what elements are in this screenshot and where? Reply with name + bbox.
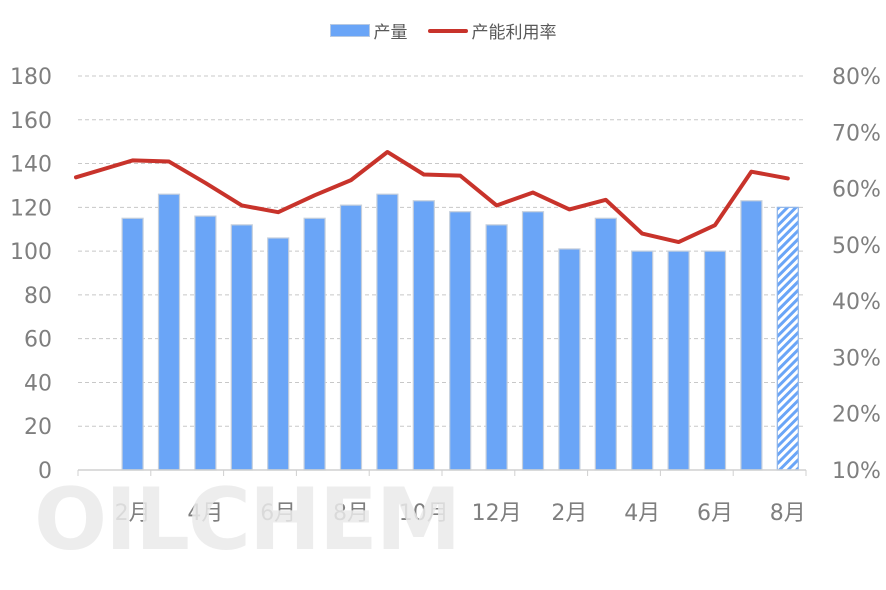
bar-production [339, 204, 363, 471]
y-right-tick-label: 60% [832, 178, 881, 203]
bar-production [230, 224, 253, 471]
y-left-tick-label: 140 [10, 153, 52, 178]
x-tick-label: 2月 [551, 501, 587, 526]
y-left-tick-label: 60 [24, 328, 52, 353]
bar-production [121, 217, 144, 471]
bar-production [485, 224, 508, 471]
legend: 产量 产能利用率 [0, 18, 886, 43]
x-tick-label: 8月 [333, 501, 369, 526]
y-right-tick-label: 10% [832, 459, 881, 484]
bar-production [303, 217, 326, 471]
legend-bar-swatch [329, 24, 370, 37]
utilization-line [74, 149, 790, 245]
bar-production [667, 250, 690, 471]
x-tick-label: 4月 [187, 501, 223, 526]
x-tick-label: 2月 [115, 501, 151, 526]
y-right-tick-label: 40% [832, 290, 881, 315]
gridlines [78, 75, 806, 427]
y-left-tick-label: 180 [10, 65, 52, 90]
bar-production [703, 250, 727, 471]
bar-production [194, 215, 217, 471]
legend-entry-utilization: 产能利用率 [427, 18, 557, 43]
bar-production [594, 217, 617, 471]
y-right-tick-label: 30% [832, 346, 881, 371]
y-left-tick-label: 80 [24, 284, 52, 309]
utilization-line-layer [74, 149, 790, 245]
bar-production [157, 193, 181, 471]
axes: 0 20 40 60 80 100 120 140 160 180 10% 20% 30% 40% 50% 6… [10, 65, 881, 526]
bar-production [376, 193, 399, 471]
legend-entry-production: 产量 [329, 18, 408, 43]
bar-production [776, 206, 799, 471]
legend-line-swatch [427, 28, 468, 33]
y-right-tick-label: 50% [832, 234, 881, 259]
bar-production [449, 211, 472, 471]
y-left-tick-label: 40 [24, 371, 52, 396]
legend-label-production: 产量 [373, 23, 408, 43]
y-right-tick-label: 80% [832, 65, 881, 90]
bars [121, 193, 799, 471]
x-tick-label: 6月 [697, 501, 733, 526]
x-tick-label: 10月 [399, 501, 449, 526]
bar-production [631, 250, 654, 471]
legend-label-utilization: 产能利用率 [471, 23, 557, 43]
bar-production [267, 237, 290, 471]
bar-production [558, 248, 581, 471]
y-left-tick-label: 0 [38, 459, 52, 484]
bar-production [740, 200, 763, 471]
y-right-tick-label: 20% [832, 403, 881, 428]
y-left-tick-label: 100 [10, 240, 52, 265]
x-tick-label: 12月 [472, 501, 522, 526]
y-left-tick-label: 20 [24, 415, 52, 440]
y-left-tick-label: 120 [10, 196, 52, 221]
bar-production [412, 200, 435, 471]
x-tick-label: 6月 [260, 501, 296, 526]
y-left-tick-label: 160 [10, 109, 52, 134]
x-tick-label: 8月 [770, 501, 806, 526]
x-tick-label: 4月 [624, 501, 660, 526]
y-right-tick-label: 70% [832, 121, 881, 146]
bar-production [521, 211, 545, 471]
